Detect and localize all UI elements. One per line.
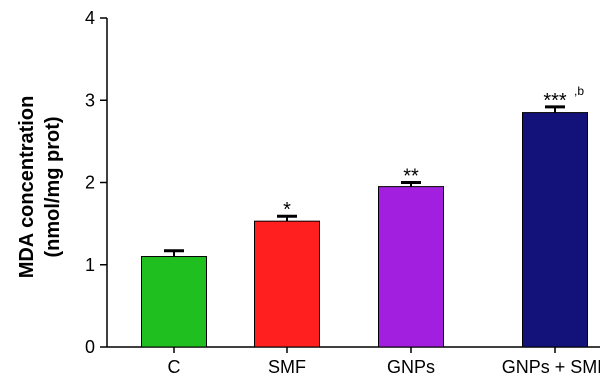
bar bbox=[141, 256, 207, 348]
y-axis-label-line-2: (nmol/mg prot) bbox=[42, 116, 64, 257]
significance-label: * bbox=[283, 199, 291, 221]
y-tick-label: 1 bbox=[85, 255, 95, 275]
bar bbox=[254, 220, 320, 348]
y-tick-label: 2 bbox=[85, 173, 95, 193]
y-axis-label: MDA concentration (nmol/mg prot) bbox=[16, 96, 64, 279]
bar bbox=[378, 186, 444, 348]
y-tick-label: 3 bbox=[85, 90, 95, 110]
significance-label: *** bbox=[543, 90, 567, 112]
bar bbox=[522, 112, 588, 348]
y-tick-label: 4 bbox=[85, 8, 95, 28]
plot-area: 0 1 2 3 4 C SMF * GNPs ** GNPs + SMF *** ,b bbox=[85, 8, 600, 377]
significance-superscript: ,b bbox=[574, 84, 584, 98]
significance-label: ** bbox=[403, 166, 419, 188]
x-tick-label: GNPs bbox=[387, 357, 435, 377]
y-tick-label: 0 bbox=[85, 337, 95, 357]
x-tick-label: SMF bbox=[268, 357, 306, 377]
x-tick-label: GNPs + SMF bbox=[502, 357, 600, 377]
x-tick-label: C bbox=[168, 357, 181, 377]
y-axis-label-line-1: MDA concentration bbox=[16, 96, 38, 279]
